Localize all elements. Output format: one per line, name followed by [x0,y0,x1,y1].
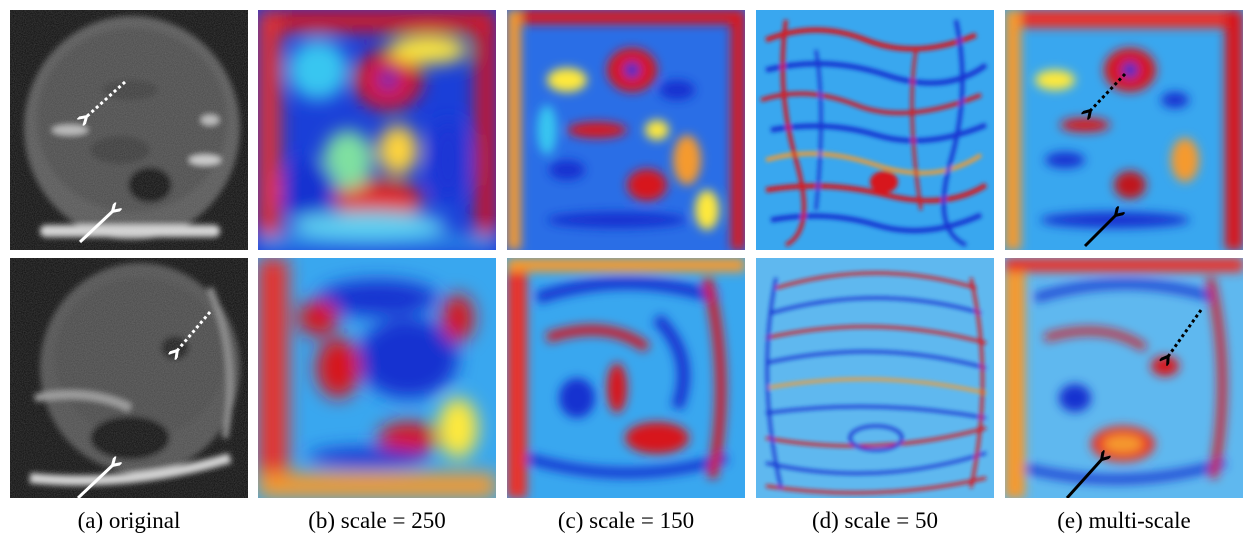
heatmap-image [756,10,994,250]
caption-scale-150: (c) scale = 150 [557,508,695,533]
heatmap-image [507,10,745,250]
dotted-arrow-icon [1089,72,1127,112]
panel-scale-250-bottom [258,258,496,498]
dotted-arrow-icon [1167,309,1203,358]
solid-arrow-icon [78,210,114,244]
caption-original: (a) original [77,508,181,533]
caption-multi-scale: (e) multi-scale [1057,508,1191,533]
heatmap-image [756,258,994,498]
panel-scale-150-top [507,10,745,250]
panel-scale-250-top [258,10,496,250]
heatmap-image [507,258,745,498]
panel-scale-150-bottom [507,258,745,498]
solid-arrow-icon [76,464,114,498]
heatmap-image [1005,10,1243,250]
panel-original-bottom [10,258,248,498]
panel-original-top [10,10,248,250]
dotted-arrow-icon [85,80,127,118]
solid-arrow-icon [1065,458,1103,498]
heatmap-image [258,258,496,498]
panel-scale-50-bottom [756,258,994,498]
ultrasound-image [10,10,248,250]
heatmap-image [258,10,496,250]
panel-multi-scale-bottom [1005,258,1243,498]
ultrasound-image [10,258,248,498]
panel-scale-50-top [756,10,994,250]
heatmap-image [1005,258,1243,498]
panel-multi-scale-top [1005,10,1243,250]
solid-arrow-icon [1083,214,1117,248]
dotted-arrow-icon [176,311,212,352]
caption-scale-250: (b) scale = 250 [308,508,446,533]
caption-scale-50: (d) scale = 50 [811,508,938,533]
